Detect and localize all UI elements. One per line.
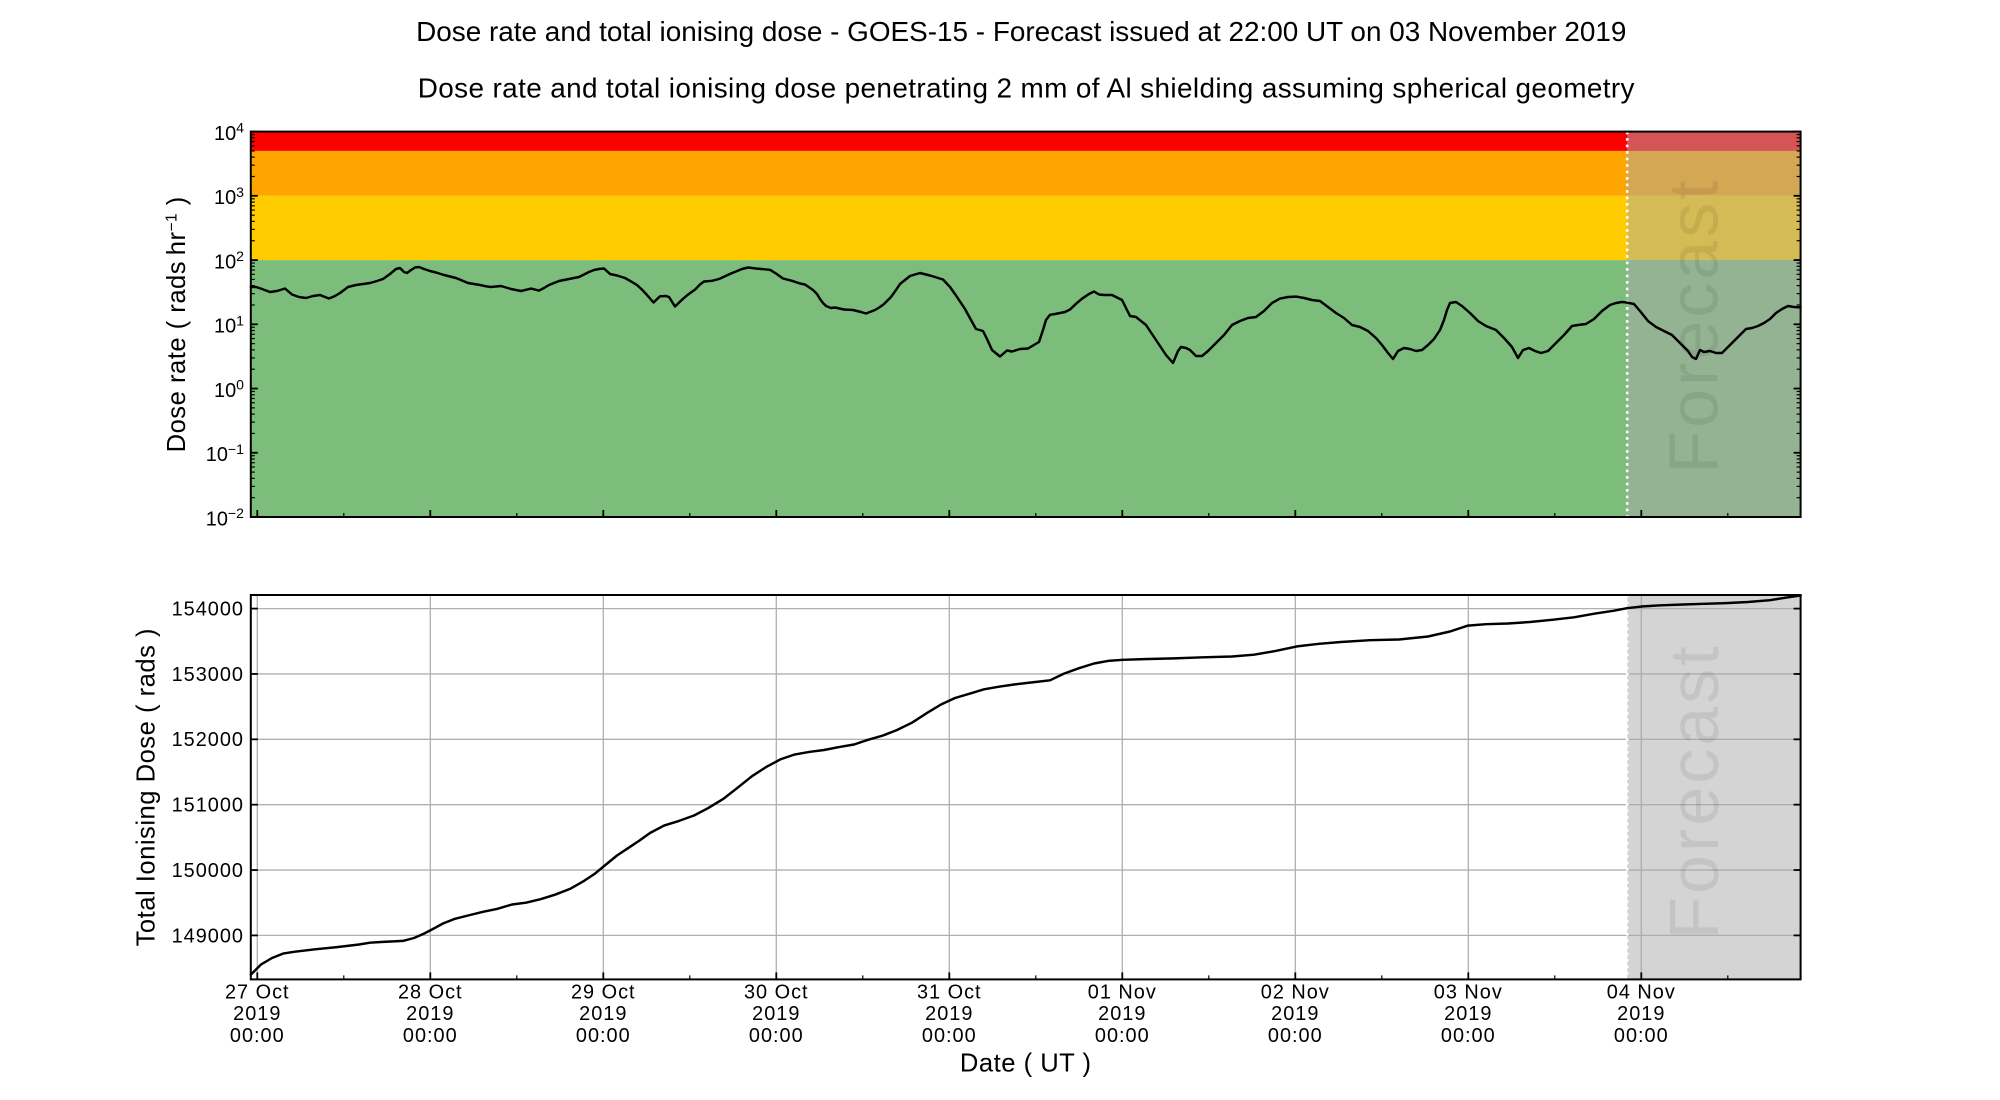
svg-text:00:00: 00:00 [1614,1025,1669,1047]
svg-text:153000: 153000 [172,664,244,686]
svg-text:01 Nov: 01 Nov [1088,982,1157,1004]
svg-text:2019: 2019 [925,1003,973,1025]
svg-text:00:00: 00:00 [1268,1025,1323,1047]
svg-text:00:00: 00:00 [403,1025,458,1047]
svg-text:2019: 2019 [752,1003,800,1025]
svg-text:151000: 151000 [172,795,244,817]
svg-text:31 Oct: 31 Oct [917,982,982,1004]
svg-text:149000: 149000 [172,925,244,947]
svg-text:00:00: 00:00 [576,1025,631,1047]
svg-text:154000: 154000 [172,599,244,621]
svg-text:Dose rate and total ionising d: Dose rate and total ionising dose - GOES… [416,16,1626,47]
svg-text:00:00: 00:00 [922,1025,977,1047]
svg-text:Total Ionising Dose ( rads ): Total Ionising Dose ( rads ) [133,628,161,946]
svg-text:2019: 2019 [406,1003,454,1025]
svg-text:27 Oct: 27 Oct [225,982,290,1004]
svg-text:152000: 152000 [172,729,244,751]
svg-text:03 Nov: 03 Nov [1434,982,1503,1004]
svg-text:2019: 2019 [1271,1003,1319,1025]
svg-text:04 Nov: 04 Nov [1607,982,1676,1004]
svg-text:10−1: 10−1 [206,441,244,466]
svg-text:Date ( UT ): Date ( UT ) [960,1050,1092,1078]
svg-text:Dose rate ( rads hr−1 ): Dose rate ( rads hr−1 ) [163,196,191,452]
svg-text:2019: 2019 [1617,1003,1665,1025]
svg-text:2019: 2019 [233,1003,281,1025]
svg-text:Dose rate and total ionising d: Dose rate and total ionising dose penetr… [418,73,1635,104]
svg-text:00:00: 00:00 [1095,1025,1150,1047]
svg-text:29 Oct: 29 Oct [571,982,636,1004]
svg-text:28 Oct: 28 Oct [398,982,463,1004]
svg-text:103: 103 [214,184,244,209]
svg-text:00:00: 00:00 [230,1025,285,1047]
svg-text:00:00: 00:00 [1441,1025,1496,1047]
svg-text:02 Nov: 02 Nov [1261,982,1330,1004]
svg-text:2019: 2019 [579,1003,627,1025]
svg-text:2019: 2019 [1444,1003,1492,1025]
svg-text:Forecast: Forecast [1655,177,1733,473]
svg-text:2019: 2019 [1098,1003,1146,1025]
svg-text:150000: 150000 [172,860,244,882]
svg-text:Forecast: Forecast [1655,643,1733,939]
svg-text:30 Oct: 30 Oct [744,982,809,1004]
svg-text:00:00: 00:00 [749,1025,804,1047]
